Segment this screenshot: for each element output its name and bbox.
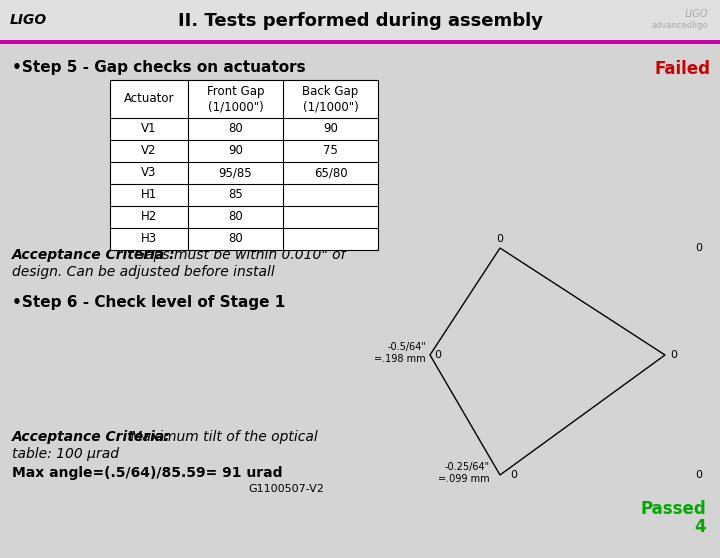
Text: Actuator: Actuator [124, 93, 174, 105]
Text: advancedligo: advancedligo [652, 22, 708, 31]
Text: 4: 4 [694, 518, 706, 536]
Text: H2: H2 [141, 210, 157, 224]
Text: Gaps must be within 0.010" of: Gaps must be within 0.010" of [130, 248, 346, 262]
Bar [110, 80, 378, 250]
Text: design. Can be adjusted before install: design. Can be adjusted before install [12, 265, 275, 279]
Text: 90: 90 [323, 123, 338, 136]
Text: H3: H3 [141, 233, 157, 246]
Text: 0: 0 [670, 350, 677, 360]
Text: Passed: Passed [640, 500, 706, 518]
Text: 85: 85 [228, 189, 243, 201]
Text: LIGO: LIGO [10, 13, 47, 27]
Text: •Step 5 - Gap checks on actuators: •Step 5 - Gap checks on actuators [12, 60, 305, 75]
Text: 80: 80 [228, 123, 243, 136]
Text: -0.25/64"
=.099 mm: -0.25/64" =.099 mm [438, 462, 490, 484]
Text: Max angle=(.5/64)/85.59= 91 urad: Max angle=(.5/64)/85.59= 91 urad [12, 466, 282, 480]
Text: 0: 0 [695, 243, 702, 253]
Text: 0: 0 [510, 470, 517, 480]
Text: -0.5/64"
=.198 mm: -0.5/64" =.198 mm [374, 342, 426, 364]
Text: Failed: Failed [654, 60, 710, 78]
Text: 0: 0 [497, 234, 503, 244]
Text: II. Tests performed during assembly: II. Tests performed during assembly [178, 12, 542, 30]
Text: table: 100 μrad: table: 100 μrad [12, 447, 119, 461]
Text: •Step 6 - Check level of Stage 1: •Step 6 - Check level of Stage 1 [12, 295, 285, 310]
Text: 65/80: 65/80 [314, 166, 347, 180]
Bar [0, 40, 720, 44]
Text: Back Gap
(1/1000"): Back Gap (1/1000") [302, 84, 359, 113]
Text: Front Gap
(1/1000"): Front Gap (1/1000") [207, 84, 264, 113]
Bar [0, 0, 720, 44]
Text: 80: 80 [228, 233, 243, 246]
Text: Acceptance Criteria:: Acceptance Criteria: [12, 430, 171, 444]
Text: 0: 0 [434, 350, 441, 360]
Text: V3: V3 [141, 166, 157, 180]
Text: H1: H1 [141, 189, 157, 201]
Text: G1100507-V2: G1100507-V2 [248, 484, 324, 494]
Text: 80: 80 [228, 210, 243, 224]
Text: Acceptance Criteria :: Acceptance Criteria : [12, 248, 176, 262]
Text: Maximum tilt of the optical: Maximum tilt of the optical [126, 430, 318, 444]
Text: 90: 90 [228, 145, 243, 157]
Text: V2: V2 [141, 145, 157, 157]
Text: 95/85: 95/85 [219, 166, 252, 180]
Text: 0: 0 [695, 470, 702, 480]
Text: 75: 75 [323, 145, 338, 157]
Text: V1: V1 [141, 123, 157, 136]
Text: LIGO: LIGO [685, 9, 708, 19]
